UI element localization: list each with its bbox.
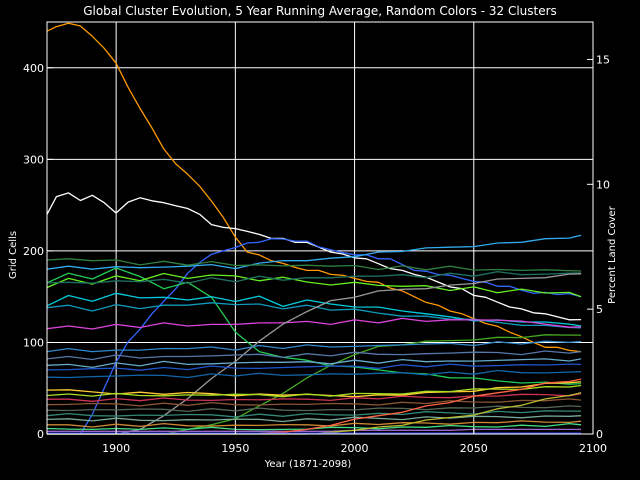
y-tick-label-3: 300	[23, 153, 44, 166]
series-line-10	[46, 302, 582, 329]
series-line-7	[46, 258, 582, 272]
series-line-15	[46, 350, 582, 361]
x-tick-label-2: 2000	[341, 442, 369, 455]
series-line-21	[47, 393, 582, 402]
x-tick-label-1: 1950	[221, 442, 249, 455]
series-line-6	[46, 272, 582, 298]
series-line-2	[46, 192, 582, 321]
y2-axis-label: Percent Land Cover	[607, 205, 618, 304]
series-line-22	[46, 398, 582, 407]
series-line-1	[46, 22, 582, 353]
series-line-11	[46, 317, 582, 330]
series-line-24	[46, 410, 582, 418]
y2-tick-label-0: 0	[596, 428, 603, 441]
y-axis-label: Grid Cells	[8, 231, 19, 279]
plot-frame	[46, 21, 594, 435]
y-tick-label-4: 400	[23, 62, 44, 75]
series-line-27	[46, 422, 582, 431]
series-line-20	[46, 384, 582, 398]
y-tick-label-2: 200	[23, 245, 44, 258]
series-line-4	[46, 234, 582, 270]
y-tick-label-0: 0	[37, 428, 44, 441]
x-tick-label-4: 2100	[579, 442, 607, 455]
series-line-28	[47, 428, 582, 432]
y2-tick-label-2: 10	[596, 178, 610, 191]
series-line-12	[47, 273, 582, 435]
x-tick-label-3: 2050	[460, 442, 488, 455]
series-line-25	[46, 415, 582, 423]
series-line-23	[46, 405, 582, 413]
y2-tick-label-3: 15	[596, 53, 610, 66]
series-layer	[46, 22, 582, 435]
series-line-18	[46, 369, 582, 379]
series-line-9	[46, 292, 582, 327]
series-line-26	[47, 420, 582, 428]
y-tick-label-1: 100	[23, 336, 44, 349]
series-line-17	[46, 363, 582, 371]
series-line-14	[46, 340, 582, 353]
series-line-16	[46, 358, 582, 369]
x-tick-label-0: 1900	[102, 442, 130, 455]
series-line-3	[47, 238, 582, 435]
chart-title: Global Cluster Evolution, 5 Year Running…	[83, 4, 557, 18]
grid-lines	[47, 22, 593, 434]
series-line-8	[46, 271, 582, 284]
y2-tick-label-1: 5	[596, 303, 603, 316]
x-axis-label: Year (1871-2098)	[264, 459, 352, 470]
